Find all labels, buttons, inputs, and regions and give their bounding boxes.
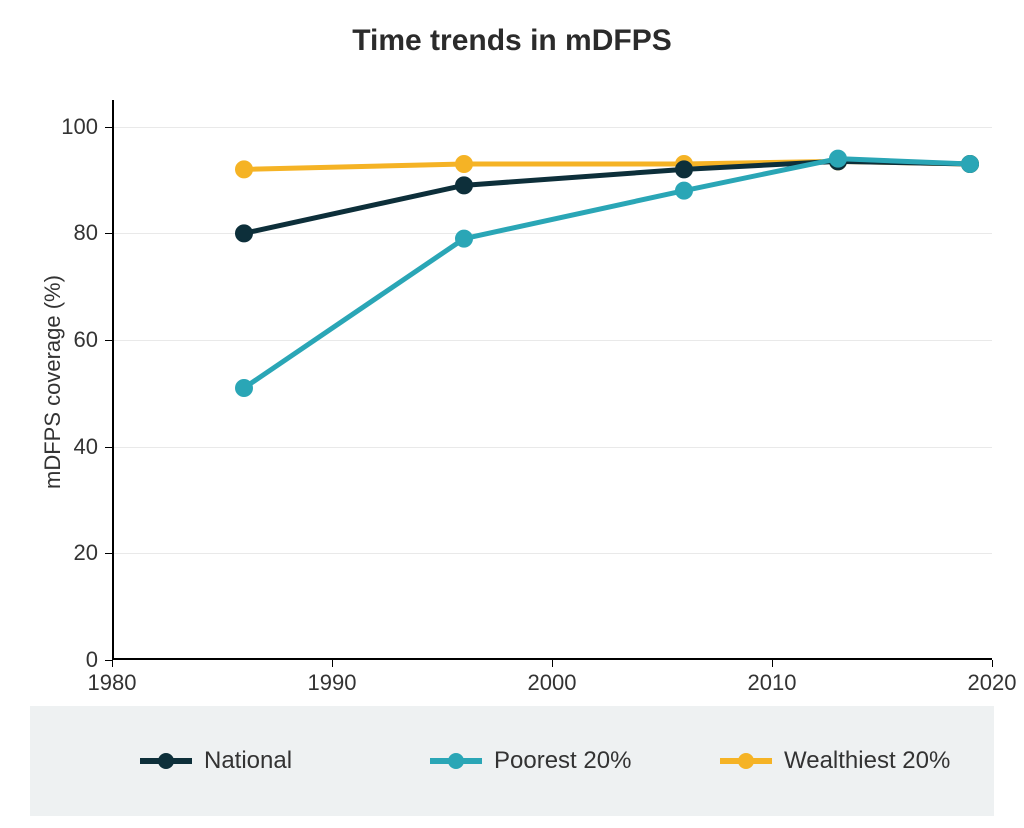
legend-label: Wealthiest 20% <box>784 747 950 775</box>
y-tick <box>105 127 112 128</box>
y-tick <box>105 233 112 234</box>
series-line <box>244 161 970 233</box>
series-line <box>244 159 970 388</box>
legend-item: National <box>140 747 292 775</box>
y-axis-title: mDFPS coverage (%) <box>40 275 66 489</box>
y-tick-label: 100 <box>38 114 98 140</box>
legend-dot-icon <box>738 753 754 769</box>
y-tick <box>105 340 112 341</box>
y-tick <box>105 447 112 448</box>
y-tick <box>105 660 112 661</box>
series-marker <box>236 161 252 177</box>
y-tick <box>105 553 112 554</box>
legend-dot-icon <box>158 753 174 769</box>
y-tick-label: 20 <box>38 540 98 566</box>
y-tick-label: 80 <box>38 220 98 246</box>
series-marker <box>456 177 472 193</box>
series-marker <box>456 231 472 247</box>
x-tick <box>112 660 113 667</box>
x-tick <box>552 660 553 667</box>
x-tick <box>772 660 773 667</box>
legend-swatch <box>430 749 482 773</box>
x-tick-label: 1980 <box>72 670 152 696</box>
legend-swatch <box>140 749 192 773</box>
series-marker <box>676 161 692 177</box>
legend-swatch <box>720 749 772 773</box>
x-tick-label: 2020 <box>952 670 1024 696</box>
series-marker <box>236 225 252 241</box>
series-marker <box>236 380 252 396</box>
x-tick-label: 1990 <box>292 670 372 696</box>
x-tick-label: 2000 <box>512 670 592 696</box>
legend: National Poorest 20% Wealthiest 20% <box>30 706 994 816</box>
legend-label: Poorest 20% <box>494 747 631 775</box>
chart-root: Time trends in mDFPS 0204060801001980199… <box>0 0 1024 828</box>
plot-area: 02040608010019801990200020102020mDFPS co… <box>112 100 992 660</box>
legend-dot-icon <box>448 753 464 769</box>
x-tick <box>332 660 333 667</box>
series-marker <box>676 183 692 199</box>
x-tick-label: 2010 <box>732 670 812 696</box>
series-marker <box>830 151 846 167</box>
series-marker <box>456 156 472 172</box>
legend-item: Wealthiest 20% <box>720 747 950 775</box>
legend-label: National <box>204 747 292 775</box>
series-marker <box>962 156 978 172</box>
x-tick <box>992 660 993 667</box>
chart-title: Time trends in mDFPS <box>0 24 1024 58</box>
series-layer <box>112 100 992 660</box>
legend-item: Poorest 20% <box>430 747 631 775</box>
